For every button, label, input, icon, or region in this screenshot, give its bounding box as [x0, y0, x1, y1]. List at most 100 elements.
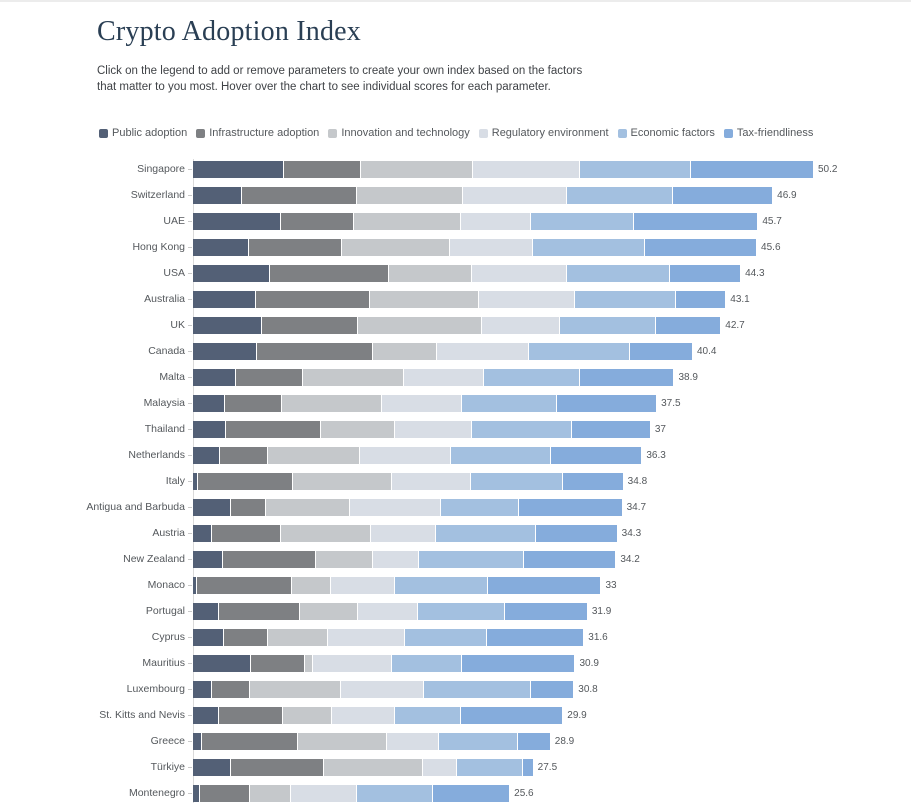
bar-segment-tax-friendliness[interactable] [563, 472, 623, 490]
bar-segment-infrastructure-adoption[interactable] [211, 680, 250, 698]
bar-segment-innovation-and-technology[interactable] [358, 316, 482, 334]
bar-segment-infrastructure-adoption[interactable] [226, 420, 322, 438]
bar-segment-infrastructure-adoption[interactable] [280, 212, 354, 230]
bar-segment-economic-factors[interactable] [567, 264, 670, 282]
bar-segment-innovation-and-technology[interactable] [389, 264, 473, 282]
bar-segment-innovation-and-technology[interactable] [353, 212, 461, 230]
bar-segment-innovation-and-technology[interactable] [268, 446, 360, 464]
bar-segment-economic-factors[interactable] [457, 758, 523, 776]
bar-segment-innovation-and-technology[interactable] [300, 602, 359, 620]
bar-segment-economic-factors[interactable] [441, 498, 520, 516]
bar-segment-public-adoption[interactable] [193, 290, 256, 308]
bar-segment-regulatory-environment[interactable] [449, 238, 533, 256]
bar-segment-infrastructure-adoption[interactable] [284, 160, 361, 178]
bar-segment-tax-friendliness[interactable] [519, 498, 622, 516]
bar-segment-regulatory-environment[interactable] [472, 264, 568, 282]
bar-segment-regulatory-environment[interactable] [437, 342, 529, 360]
bar-segment-infrastructure-adoption[interactable] [251, 654, 306, 672]
bar-segment-economic-factors[interactable] [423, 680, 532, 698]
bar-segment-economic-factors[interactable] [357, 784, 433, 802]
bar-segment-public-adoption[interactable] [193, 160, 285, 178]
bar-segment-public-adoption[interactable] [193, 706, 219, 724]
bar-segment-tax-friendliness[interactable] [486, 628, 584, 646]
bar-segment-regulatory-environment[interactable] [370, 524, 437, 542]
bar-segment-tax-friendliness[interactable] [572, 420, 650, 438]
bar-segment-regulatory-environment[interactable] [349, 498, 442, 516]
bar-segment-infrastructure-adoption[interactable] [218, 602, 301, 620]
bar-segment-public-adoption[interactable] [193, 680, 212, 698]
bar-segment-public-adoption[interactable] [193, 446, 221, 464]
bar-segment-infrastructure-adoption[interactable] [269, 264, 390, 282]
bar-segment-tax-friendliness[interactable] [522, 758, 533, 776]
bar-segment-tax-friendliness[interactable] [531, 680, 574, 698]
bar-segment-tax-friendliness[interactable] [557, 394, 657, 412]
bar-segment-public-adoption[interactable] [193, 654, 251, 672]
bar-segment-tax-friendliness[interactable] [673, 186, 773, 204]
bar-segment-regulatory-environment[interactable] [404, 368, 485, 386]
bar-segment-infrastructure-adoption[interactable] [236, 368, 303, 386]
bar-segment-economic-factors[interactable] [417, 602, 506, 620]
bar-segment-infrastructure-adoption[interactable] [257, 342, 374, 360]
bar-segment-tax-friendliness[interactable] [488, 576, 601, 594]
bar-segment-economic-factors[interactable] [395, 576, 489, 594]
bar-segment-tax-friendliness[interactable] [656, 316, 721, 334]
bar-segment-regulatory-environment[interactable] [341, 680, 424, 698]
bar-segment-tax-friendliness[interactable] [630, 342, 692, 360]
bar-segment-regulatory-environment[interactable] [290, 784, 358, 802]
legend-item-innovation-and-technology[interactable]: Innovation and technology [328, 127, 470, 139]
bar-segment-tax-friendliness[interactable] [644, 238, 757, 256]
bar-segment-infrastructure-adoption[interactable] [225, 394, 282, 412]
bar-segment-regulatory-environment[interactable] [481, 316, 560, 334]
bar-segment-innovation-and-technology[interactable] [291, 576, 332, 594]
bar-segment-innovation-and-technology[interactable] [305, 654, 313, 672]
bar-segment-economic-factors[interactable] [470, 472, 564, 490]
bar-segment-innovation-and-technology[interactable] [281, 394, 382, 412]
bar-segment-infrastructure-adoption[interactable] [242, 186, 358, 204]
bar-segment-innovation-and-technology[interactable] [360, 160, 474, 178]
bar-segment-infrastructure-adoption[interactable] [231, 498, 266, 516]
bar-segment-innovation-and-technology[interactable] [316, 550, 374, 568]
bar-segment-innovation-and-technology[interactable] [280, 524, 371, 542]
bar-segment-innovation-and-technology[interactable] [373, 342, 438, 360]
bar-segment-economic-factors[interactable] [436, 524, 537, 542]
bar-segment-regulatory-environment[interactable] [358, 602, 418, 620]
legend-item-public-adoption[interactable]: Public adoption [99, 127, 187, 139]
bar-segment-innovation-and-technology[interactable] [283, 706, 333, 724]
bar-segment-regulatory-environment[interactable] [460, 212, 532, 230]
bar-segment-innovation-and-technology[interactable] [302, 368, 405, 386]
bar-segment-public-adoption[interactable] [193, 498, 232, 516]
bar-segment-innovation-and-technology[interactable] [342, 238, 450, 256]
bar-segment-economic-factors[interactable] [418, 550, 524, 568]
bar-segment-economic-factors[interactable] [579, 160, 691, 178]
bar-segment-public-adoption[interactable] [193, 238, 249, 256]
bar-segment-regulatory-environment[interactable] [473, 160, 580, 178]
bar-segment-infrastructure-adoption[interactable] [200, 784, 250, 802]
bar-segment-public-adoption[interactable] [193, 550, 223, 568]
bar-segment-public-adoption[interactable] [193, 628, 224, 646]
bar-segment-public-adoption[interactable] [193, 758, 232, 776]
bar-segment-innovation-and-technology[interactable] [268, 628, 328, 646]
bar-segment-regulatory-environment[interactable] [381, 394, 463, 412]
bar-segment-infrastructure-adoption[interactable] [223, 628, 269, 646]
bar-segment-regulatory-environment[interactable] [463, 186, 568, 204]
bar-segment-public-adoption[interactable] [193, 368, 237, 386]
bar-segment-regulatory-environment[interactable] [479, 290, 575, 308]
bar-segment-economic-factors[interactable] [451, 446, 552, 464]
bar-segment-public-adoption[interactable] [193, 420, 227, 438]
bar-segment-economic-factors[interactable] [528, 342, 631, 360]
bar-segment-regulatory-environment[interactable] [331, 576, 396, 594]
bar-segment-economic-factors[interactable] [532, 238, 645, 256]
bar-segment-public-adoption[interactable] [193, 186, 243, 204]
bar-segment-economic-factors[interactable] [567, 186, 674, 204]
bar-segment-tax-friendliness[interactable] [669, 264, 741, 282]
bar-segment-public-adoption[interactable] [193, 316, 263, 334]
bar-segment-economic-factors[interactable] [391, 654, 463, 672]
bar-segment-tax-friendliness[interactable] [551, 446, 642, 464]
bar-segment-tax-friendliness[interactable] [460, 706, 563, 724]
bar-segment-economic-factors[interactable] [405, 628, 487, 646]
bar-segment-tax-friendliness[interactable] [505, 602, 587, 620]
bar-segment-infrastructure-adoption[interactable] [197, 472, 293, 490]
bar-segment-tax-friendliness[interactable] [432, 784, 510, 802]
bar-segment-tax-friendliness[interactable] [462, 654, 575, 672]
bar-segment-economic-factors[interactable] [559, 316, 657, 334]
